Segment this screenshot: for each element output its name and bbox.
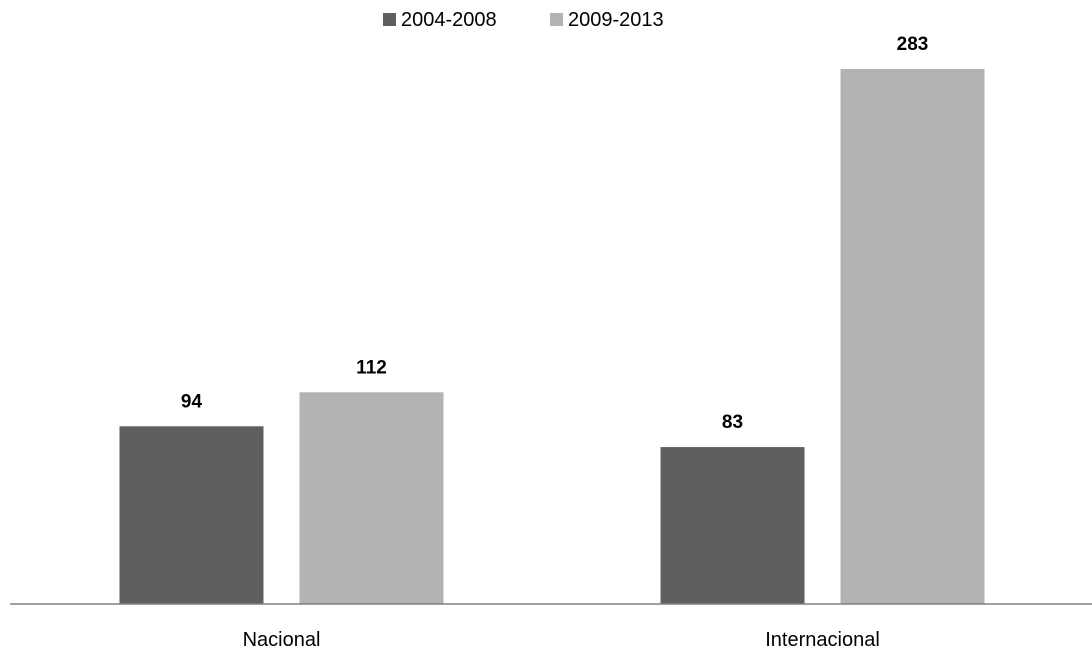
x-tick-label: Nacional — [243, 629, 321, 651]
legend-swatch — [383, 13, 396, 26]
data-label: 112 — [356, 357, 387, 378]
bar-internacional-series-2 — [840, 69, 985, 604]
legend-label: 2009-2013 — [568, 9, 664, 31]
data-label: 83 — [722, 412, 743, 433]
legend-item: 2004-2008 — [383, 9, 497, 31]
plot-area: 94 112 83 283 — [119, 34, 985, 604]
legend-item: 2009-2013 — [550, 9, 664, 31]
x-tick-label: Internacional — [765, 629, 880, 651]
legend-label: 2004-2008 — [401, 9, 497, 31]
legend-swatch — [550, 13, 563, 26]
x-axis: Nacional Internacional — [243, 629, 880, 651]
data-label: 94 — [181, 391, 203, 412]
data-label: 283 — [897, 34, 929, 55]
bar-internacional-series-1 — [660, 447, 805, 604]
legend: 2004-2008 2009-2013 — [383, 9, 664, 31]
bar-nacional-series-1 — [119, 426, 264, 604]
bar-nacional-series-2 — [299, 392, 444, 604]
